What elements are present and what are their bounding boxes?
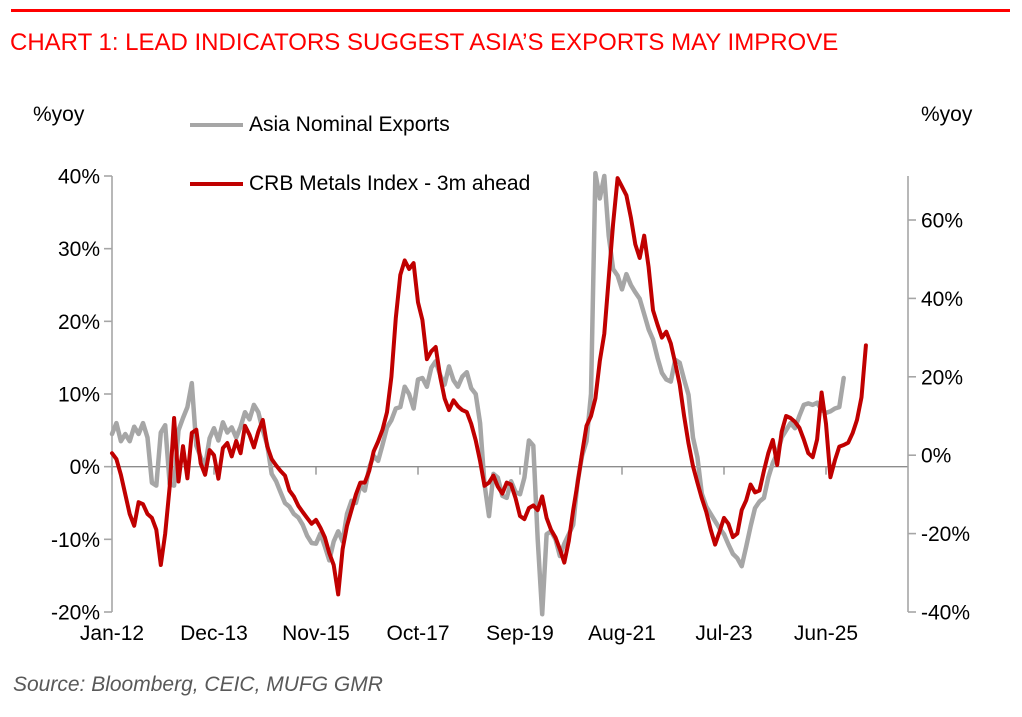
left-axis-tick-label: 0% [70,456,100,479]
right-axis-tick-label: 0% [921,445,951,468]
legend-label: CRB Metals Index - 3m ahead [249,172,531,195]
right-axis-tick-label: 60% [921,210,963,233]
left-axis-tick-label: -10% [51,529,100,552]
series-line-asia-nominal-exports [109,170,846,617]
legend-swatch-gray-line [190,122,243,128]
left-axis-tick-label: 10% [58,384,100,407]
left-axis-tick-label: 20% [58,311,100,334]
x-axis-tick-label: Sep-19 [486,622,554,645]
left-axis-unit-label: %yoy [33,103,85,126]
right-axis-tick-label: -20% [921,523,970,546]
chart-title: CHART 1: LEAD INDICATORS SUGGEST ASIA’S … [10,29,839,56]
x-axis-tick-label: Jul-23 [695,622,752,645]
legend: Asia Nominal Exports CRB Metals Index - … [190,110,530,228]
legend-swatch-red-line [190,182,243,186]
right-axis-tick-label: 20% [921,366,963,389]
legend-item-crb-metals-index: CRB Metals Index - 3m ahead [190,169,530,199]
x-axis-tick-label: Aug-21 [588,622,656,645]
series-line-crb-metals-index-3m-ahead [110,176,868,597]
right-axis-unit-label: %yoy [921,103,973,126]
x-axis-tick-label: Nov-15 [282,622,350,645]
right-axis-tick-label: 40% [921,288,963,311]
left-axis-tick-label: -20% [51,602,100,625]
x-axis-tick-label: Oct-17 [386,622,449,645]
right-axis-tick-label: -40% [921,602,970,625]
x-axis-tick-label: Jan-12 [80,622,144,645]
legend-item-asia-nominal-exports: Asia Nominal Exports [190,110,530,140]
source-note: Source: Bloomberg, CEIC, MUFG GMR [13,673,383,696]
legend-label: Asia Nominal Exports [249,113,450,136]
left-axis-tick-label: 30% [58,238,100,261]
title-rule [11,9,1010,12]
left-axis-tick-label: 40% [58,166,100,189]
x-axis-tick-label: Dec-13 [180,622,248,645]
x-axis-tick-label: Jun-25 [794,622,858,645]
